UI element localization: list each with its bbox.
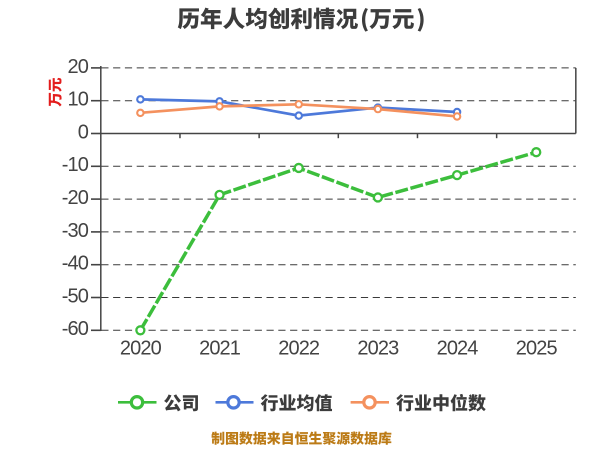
svg-text:-20: -20 <box>62 187 89 209</box>
svg-text:2022: 2022 <box>278 338 320 360</box>
svg-text:2024: 2024 <box>437 338 479 360</box>
svg-text:2021: 2021 <box>199 338 241 360</box>
svg-text:10: 10 <box>68 89 89 111</box>
svg-text:-50: -50 <box>62 285 89 307</box>
svg-text:-10: -10 <box>62 154 89 176</box>
svg-text:-30: -30 <box>62 220 89 242</box>
svg-text:2023: 2023 <box>357 338 399 360</box>
svg-text:2025: 2025 <box>516 338 558 360</box>
svg-text:-60: -60 <box>62 318 89 340</box>
svg-text:0: 0 <box>78 121 89 143</box>
svg-text:20: 20 <box>68 56 89 78</box>
svg-text:-40: -40 <box>62 253 89 275</box>
svg-text:2020: 2020 <box>120 338 162 360</box>
